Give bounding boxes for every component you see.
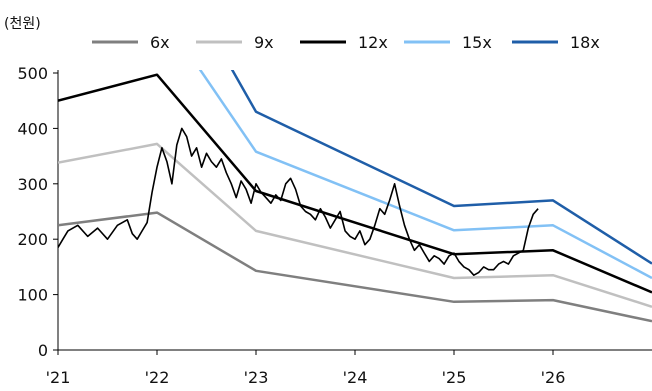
x-tick-label: '21 [46,368,71,387]
price-line [58,127,539,277]
x-tick-label: '25 [442,368,467,387]
y-tick-label: 300 [17,175,48,194]
legend-item-18x: 18x [512,33,600,52]
y-tick-label: 100 [17,286,48,305]
legend: 6x 9x 12x 15x 18x [92,33,600,52]
y-tick-label: 500 [17,64,48,83]
legend-label: 6x [150,33,170,52]
x-tick-label: '26 [541,368,566,387]
x-tick-label: '24 [343,368,368,387]
legend-item-9x: 9x [196,33,274,52]
y-tick-label: 200 [17,230,48,249]
price-line-group [58,127,539,277]
unit-label: (천원) [4,16,41,32]
legend-label: 12x [358,33,388,52]
series-line-12x [58,73,652,294]
series-line-15x [198,70,652,280]
legend-item-6x: 6x [92,33,170,52]
x-axis: '21 '22 '23 '24 '25 '26 [46,349,652,387]
y-tick-label: 0 [38,341,48,360]
legend-label: 18x [570,33,600,52]
x-tick-label: '23 [244,368,269,387]
series-line-6x [58,211,652,323]
legend-label: 9x [254,33,274,52]
series-line-18x [230,70,652,265]
legend-item-12x: 12x [300,33,388,52]
legend-label: 15x [462,33,492,52]
series-line-9x [58,142,652,308]
x-tick-label: '22 [145,368,170,387]
y-axis: 0 100 200 300 400 500 [17,64,59,360]
series-lines [58,70,652,323]
y-tick-label: 400 [17,119,48,138]
legend-item-15x: 15x [404,33,492,52]
